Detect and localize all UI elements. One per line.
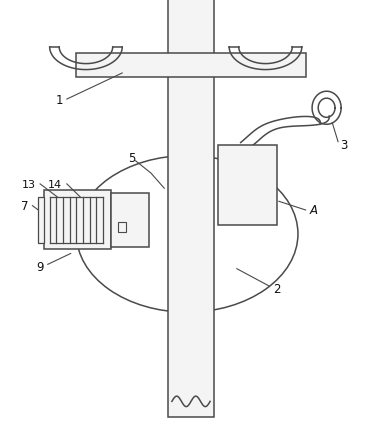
Text: 13: 13: [22, 180, 36, 189]
Text: 5: 5: [128, 152, 136, 165]
Bar: [218, 145, 277, 226]
Bar: [76, 54, 306, 78]
Bar: [38, 197, 44, 243]
Text: A: A: [309, 204, 317, 217]
Text: 2: 2: [273, 282, 281, 295]
Bar: [118, 223, 126, 232]
Text: 7: 7: [21, 200, 29, 213]
Bar: [168, 0, 214, 417]
Text: 1: 1: [55, 93, 63, 106]
Text: 9: 9: [36, 260, 44, 273]
Text: 3: 3: [340, 139, 348, 152]
Bar: [111, 193, 149, 247]
Text: 14: 14: [49, 180, 62, 189]
Bar: [44, 191, 111, 250]
